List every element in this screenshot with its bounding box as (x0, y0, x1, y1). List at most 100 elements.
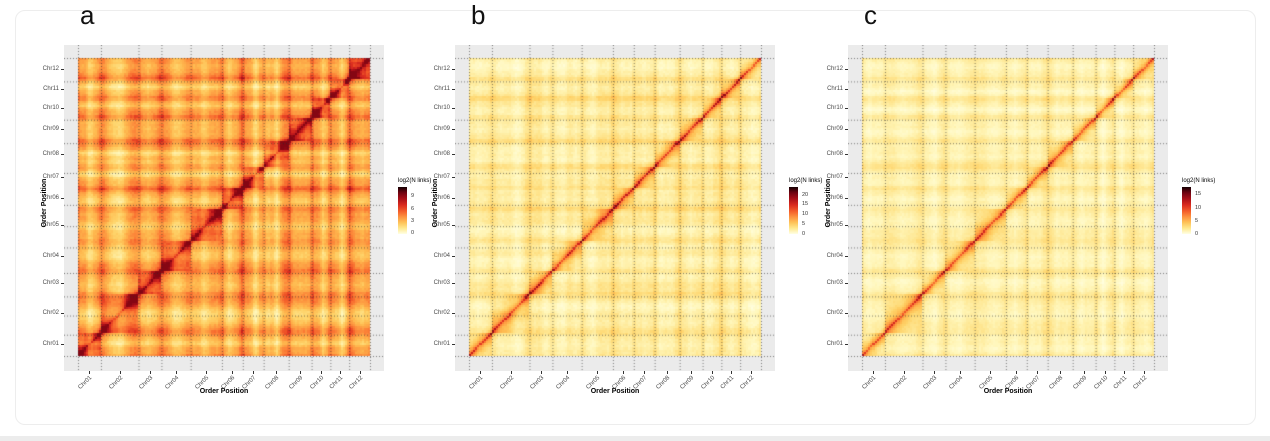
x-tick-label: Chr02 (499, 375, 515, 391)
y-tick-label: Chr02 (433, 310, 450, 317)
y-tick-label: Chr09 (42, 126, 59, 133)
y-tick-mark (845, 68, 848, 70)
panel-c-label: c (864, 0, 877, 30)
panel-c-y-axis-title: Order Position (825, 178, 832, 228)
panel-c-legend-title: log2(N links) (1182, 178, 1216, 184)
y-tick-label: Chr06 (42, 195, 59, 202)
x-tick-mark (960, 371, 962, 374)
y-tick-mark (61, 177, 64, 179)
panel-a-legend-title: log2(N links) (398, 178, 432, 184)
y-tick-mark (61, 198, 64, 200)
x-tick-label: Chr02 (892, 375, 908, 391)
y-tick-label: Chr10 (42, 105, 59, 112)
y-tick-label: Chr09 (433, 126, 450, 133)
y-tick-label: Chr06 (826, 195, 843, 202)
y-tick-label: Chr09 (826, 126, 843, 133)
y-tick-mark (61, 88, 64, 90)
panel-a-legend-colorbar (398, 187, 407, 234)
legend-tick-label: 0 (802, 231, 806, 238)
x-tick-mark (667, 371, 669, 374)
y-tick-mark (452, 225, 455, 227)
panel-c-legend: log2(N links) 15 10 5 0 (1182, 178, 1228, 237)
legend-tick-label: 5 (802, 221, 806, 228)
y-tick-label: Chr05 (826, 222, 843, 229)
legend-tick-label: 6 (411, 205, 415, 212)
x-tick-label: Chr01 (468, 375, 485, 391)
y-tick-mark (61, 129, 64, 131)
y-tick-mark (452, 153, 455, 155)
panel-a-y-axis-title: Order Position (41, 178, 48, 228)
legend-tick-label: 9 (411, 193, 415, 200)
x-tick-label: Chr09 (679, 375, 696, 391)
x-tick-mark (691, 371, 693, 374)
panel-c-heatmap-canvas (848, 45, 1168, 371)
y-tick-label: Chr08 (826, 150, 843, 157)
y-tick-mark (452, 344, 455, 346)
y-tick-mark (845, 108, 848, 110)
y-tick-mark (845, 129, 848, 131)
y-tick-mark (61, 225, 64, 227)
legend-tick-label: 10 (802, 211, 809, 218)
y-tick-label: Chr01 (826, 341, 843, 348)
x-tick-label: Chr09 (1072, 375, 1089, 391)
x-tick-mark (730, 371, 732, 374)
y-tick-label: Chr02 (42, 310, 59, 317)
x-tick-mark (1037, 371, 1039, 374)
x-tick-mark (540, 371, 542, 374)
y-tick-label: Chr02 (826, 310, 843, 317)
x-tick-mark (276, 371, 278, 374)
y-tick-label: Chr07 (433, 174, 450, 181)
y-tick-label: Chr01 (42, 341, 59, 348)
x-tick-label: Chr12 (739, 375, 755, 391)
panel-b-label: b (471, 0, 486, 30)
legend-tick-label: 15 (1195, 191, 1202, 198)
y-tick-label: Chr04 (433, 252, 450, 259)
y-tick-label: Chr08 (42, 150, 59, 157)
panel-c-legend-colorbar (1182, 187, 1191, 234)
y-tick-label: Chr01 (433, 341, 450, 348)
panel-b-legend-title: log2(N links) (789, 178, 823, 184)
y-tick-mark (452, 177, 455, 179)
legend-tick-label: 10 (1195, 204, 1202, 211)
y-tick-label: Chr11 (43, 85, 59, 92)
y-tick-label: Chr03 (433, 279, 450, 286)
x-tick-mark (253, 371, 255, 374)
x-tick-label: Chr09 (288, 375, 305, 391)
panel-c-heatmap (848, 45, 1168, 371)
y-tick-label: Chr12 (42, 65, 59, 72)
x-tick-mark (339, 371, 341, 374)
x-tick-label: Chr03 (922, 375, 939, 391)
y-tick-label: Chr05 (433, 222, 450, 229)
panel-a-label: a (80, 0, 95, 30)
x-tick-mark (300, 371, 302, 374)
x-tick-mark (206, 371, 208, 374)
panel-a: a Order Position Order Position log2(N l… (24, 0, 431, 435)
y-tick-label: Chr11 (434, 85, 450, 92)
y-tick-mark (845, 177, 848, 179)
y-tick-label: Chr12 (433, 65, 450, 72)
panel-b: b Order Position Order Position log2(N l… (415, 0, 822, 435)
x-tick-mark (597, 371, 599, 374)
x-tick-label: Chr02 (108, 375, 124, 391)
legend-tick-label: 0 (411, 230, 415, 237)
y-tick-label: Chr10 (433, 105, 450, 112)
y-tick-mark (61, 344, 64, 346)
x-tick-mark (903, 371, 905, 374)
bottom-shadow-bar (0, 436, 1270, 441)
y-tick-mark (845, 282, 848, 284)
x-tick-mark (933, 371, 935, 374)
y-tick-label: Chr07 (42, 174, 59, 181)
y-tick-mark (845, 153, 848, 155)
y-tick-mark (452, 313, 455, 315)
legend-tick-label: 15 (802, 201, 809, 208)
legend-tick-label: 3 (411, 217, 415, 224)
y-tick-mark (845, 344, 848, 346)
y-tick-label: Chr04 (42, 252, 59, 259)
x-tick-mark (644, 371, 646, 374)
y-tick-mark (61, 68, 64, 70)
panel-b-heatmap-canvas (455, 45, 775, 371)
y-tick-mark (845, 88, 848, 90)
panel-a-heatmap-canvas (64, 45, 384, 371)
y-tick-mark (452, 255, 455, 257)
x-tick-mark (623, 371, 625, 374)
